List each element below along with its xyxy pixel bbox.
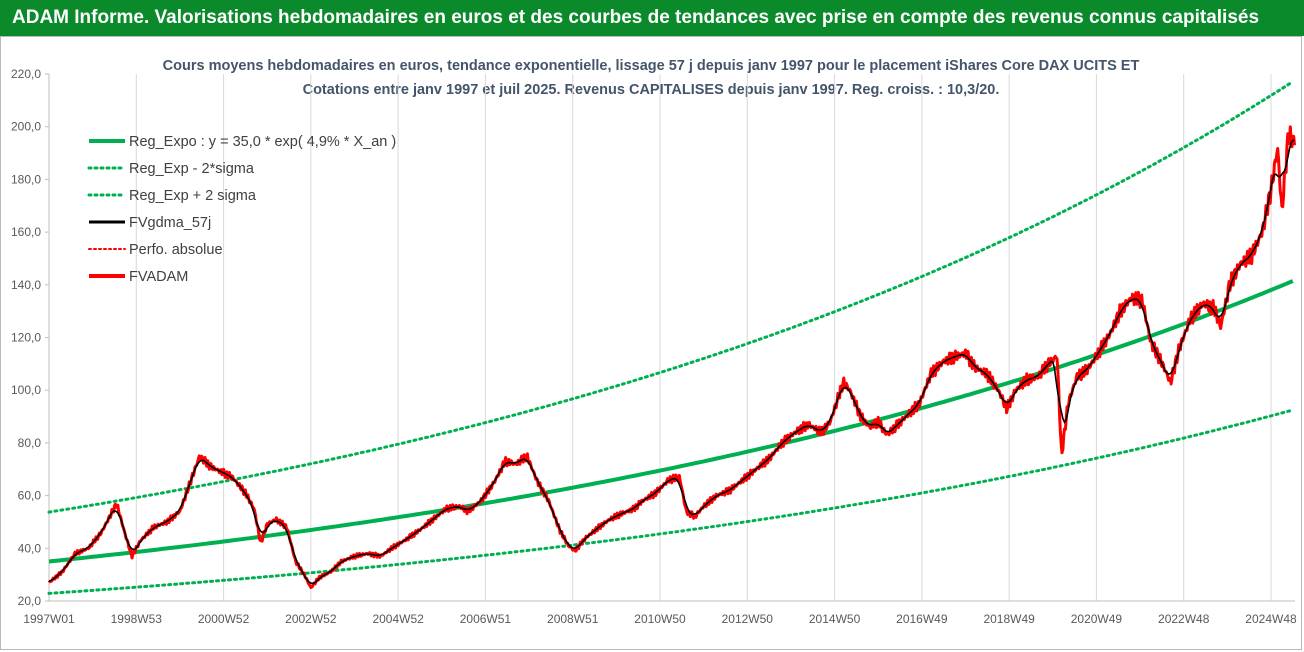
legend-label-smooth: FVgdma_57j (129, 215, 211, 231)
series-reg-expo (48, 279, 1294, 564)
x-tick-label: 2018W49 (983, 612, 1035, 626)
vertical-gridlines (48, 74, 1272, 601)
x-tick-label: 2020W49 (1071, 612, 1123, 626)
y-tick-label: 200,0 (11, 120, 41, 134)
chart-frame: Cours moyens hebdomadaires en euros, ten… (0, 36, 1302, 650)
x-tick-label: 2004W52 (372, 612, 424, 626)
y-tick-label: 60,0 (18, 489, 42, 503)
legend-label-low: Reg_Exp - 2*sigma (129, 161, 255, 177)
x-tick-label: 2002W52 (285, 612, 337, 626)
legend-label-high: Reg_Exp + 2 sigma (129, 188, 257, 204)
y-tick-label: 220,0 (11, 67, 41, 81)
x-tick-label: 2014W50 (809, 612, 861, 626)
line-chart: Cours moyens hebdomadaires en euros, ten… (11, 58, 1297, 626)
series-reg-high (47, 80, 1295, 514)
x-tick-label: 2000W52 (198, 612, 250, 626)
x-tick-label: 2016W49 (896, 612, 948, 626)
legend-label-reg: Reg_Expo : y = 35,0 * exp( 4,9% * X_an ) (129, 134, 396, 150)
x-tick-label: 2010W50 (634, 612, 686, 626)
x-tick-label: 2024W48 (1245, 612, 1297, 626)
legend-label-perfo: Perfo. absolue (129, 242, 223, 258)
legend: Reg_Expo : y = 35,0 * exp( 4,9% * X_an )… (87, 134, 396, 285)
y-axis: 20,0 40,0 60,0 80,0 100,0 120,0 140,0 160,0 180,… (11, 67, 50, 608)
y-tick-label: 120,0 (11, 331, 41, 345)
y-tick-label: 20,0 (18, 594, 42, 608)
x-tick-label: 2008W51 (547, 612, 599, 626)
y-tick-label: 140,0 (11, 278, 41, 292)
x-tick-label: 2012W50 (722, 612, 774, 626)
x-axis: 1997W01 1998W53 2000W52 2002W52 2004W52 2006W… (23, 600, 1297, 626)
x-tick-label: 1998W53 (111, 612, 163, 626)
x-tick-label: 2022W48 (1158, 612, 1210, 626)
chart-title-line1: Cours moyens hebdomadaires en euros, ten… (163, 58, 1140, 74)
y-tick-label: 80,0 (18, 436, 42, 450)
y-tick-label: 100,0 (11, 383, 41, 397)
legend-label-fvadam: FVADAM (129, 269, 188, 285)
y-tick-label: 180,0 (11, 172, 41, 186)
x-tick-label: 1997W01 (23, 612, 75, 626)
report-banner: ADAM Informe. Valorisations hebdomadaire… (0, 0, 1304, 36)
y-tick-label: 160,0 (11, 225, 41, 239)
y-tick-label: 40,0 (18, 541, 42, 555)
series-layer (47, 80, 1296, 595)
chart-title-line2: Cotations entre janv 1997 et juil 2025. … (303, 82, 1000, 98)
series-reg-low (47, 408, 1295, 595)
x-tick-label: 2006W51 (460, 612, 512, 626)
series-fvgdma-57j (48, 139, 1295, 585)
